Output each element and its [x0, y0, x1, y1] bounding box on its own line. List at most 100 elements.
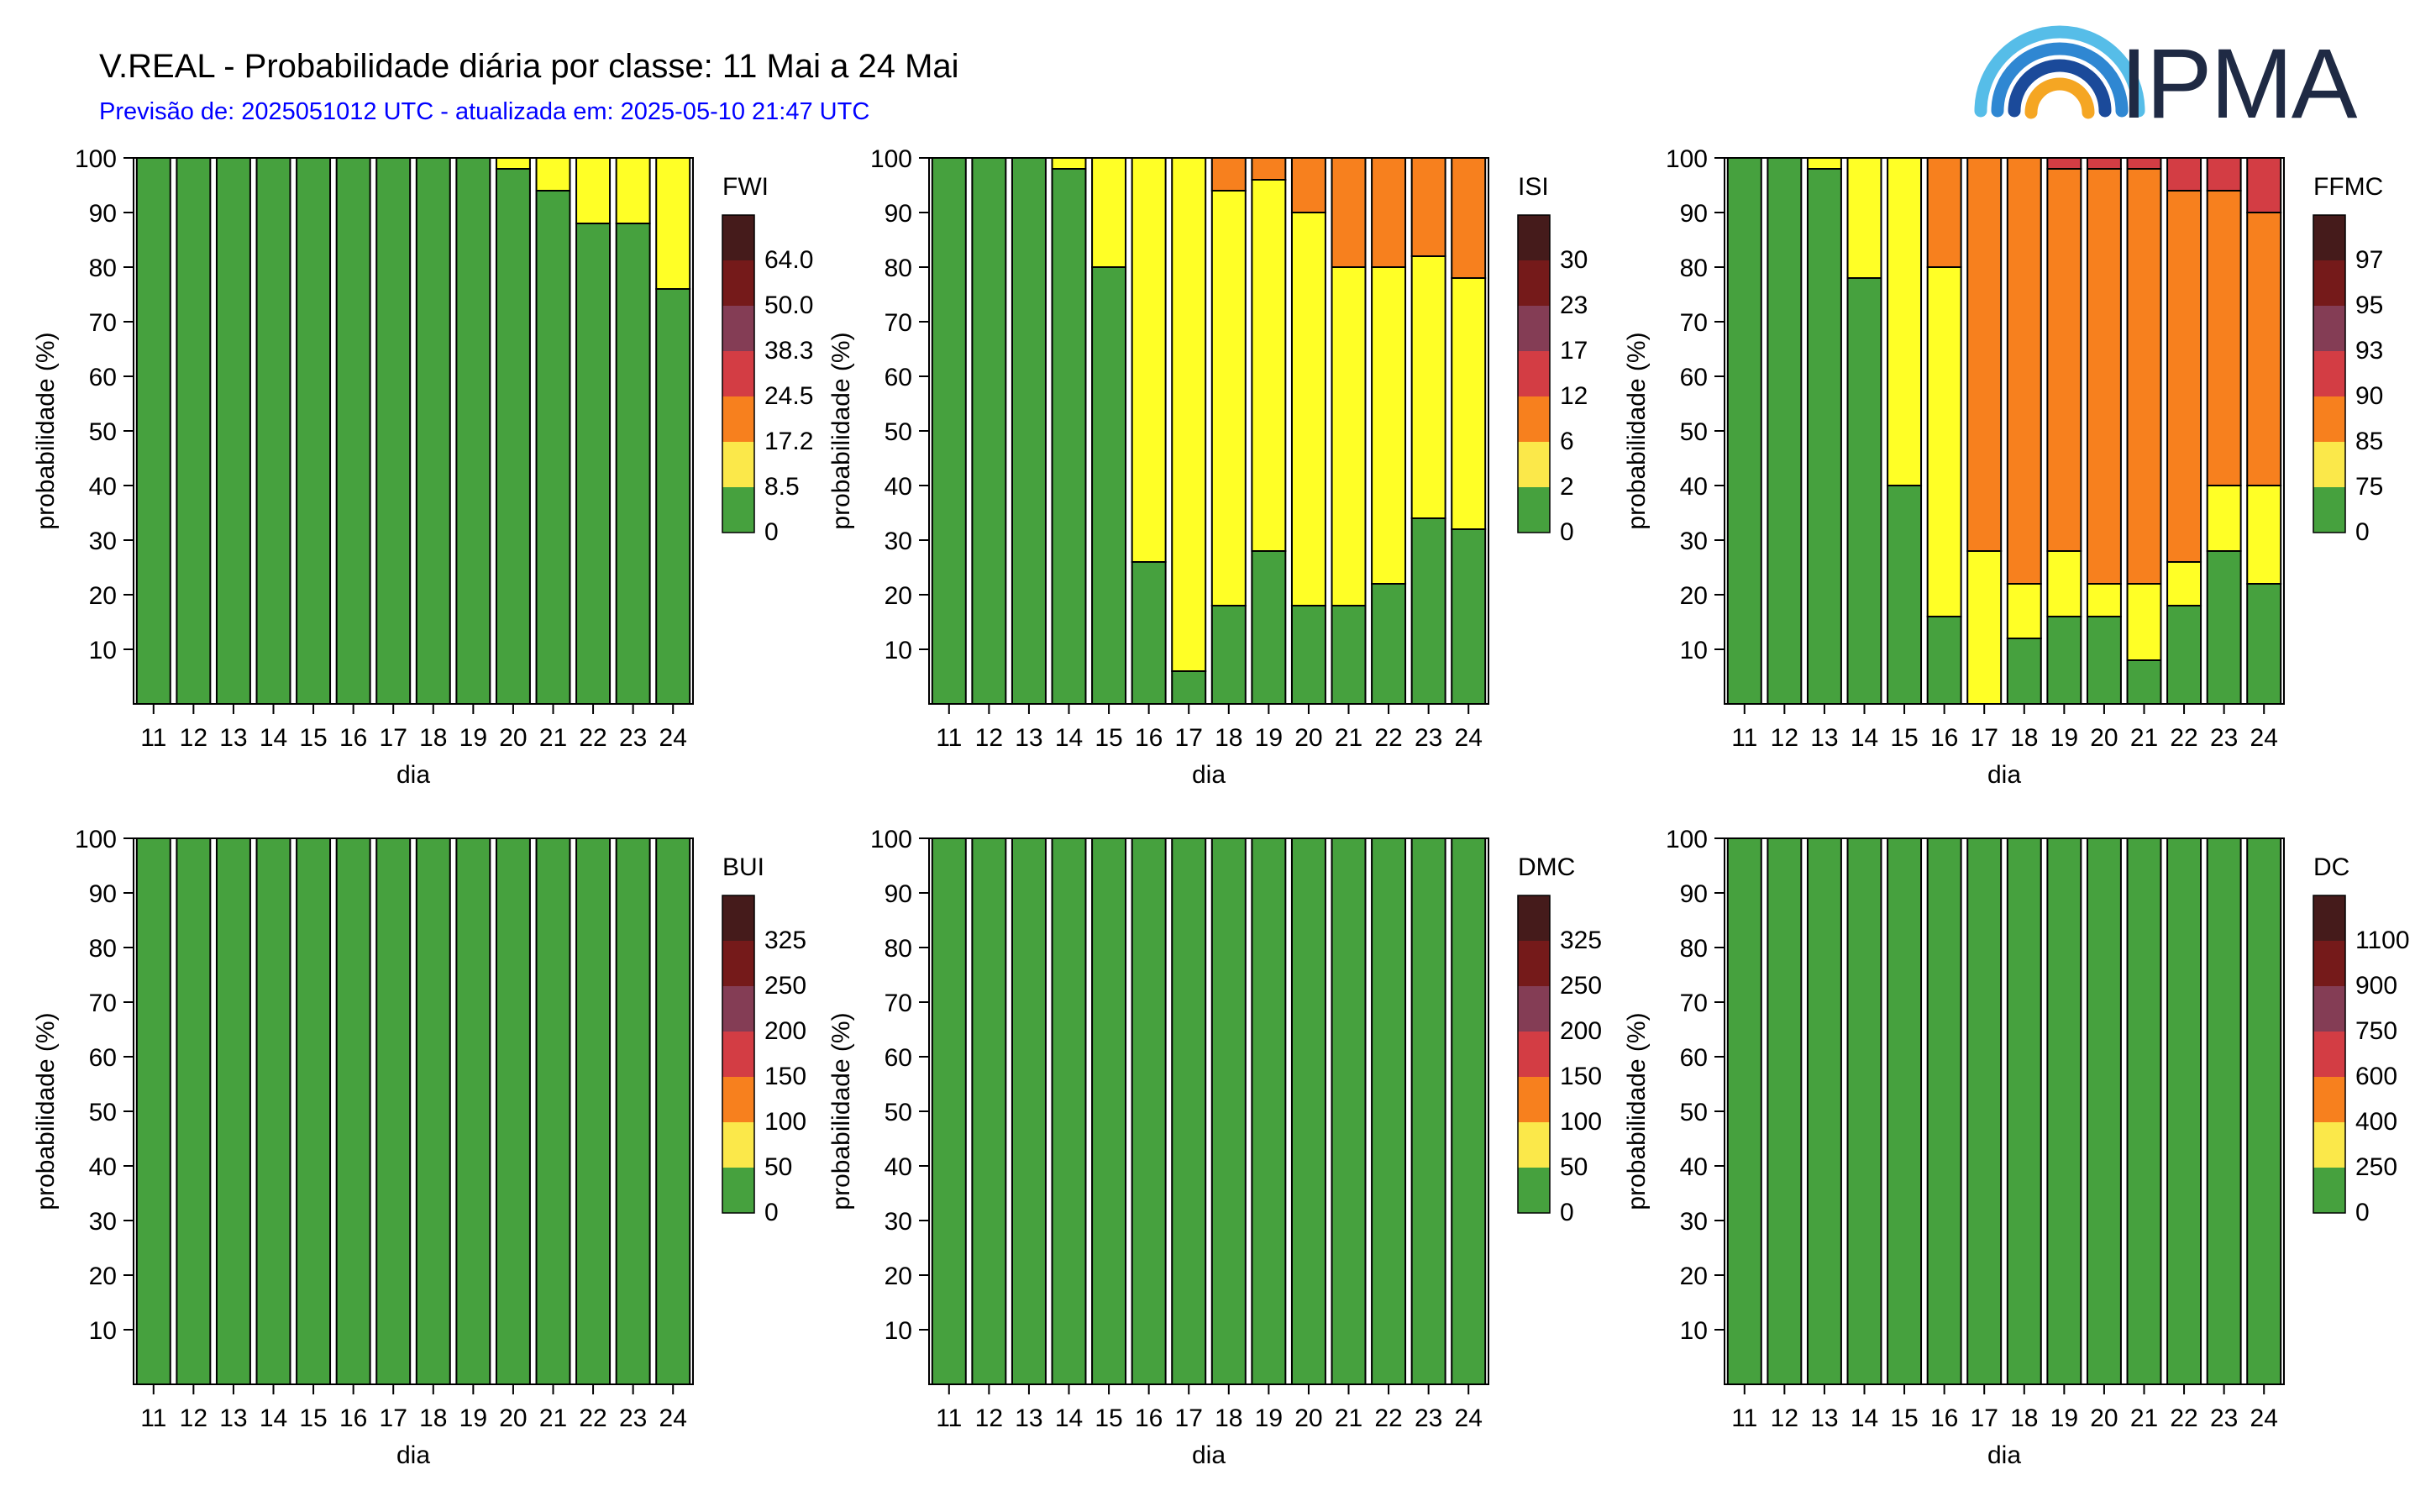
- x-axis-label: dia: [1987, 761, 2021, 789]
- x-tick-label: 19: [2050, 724, 2078, 752]
- bar-dc-11-class-0: [1726, 837, 1762, 1385]
- bar-ffmc-18-class-1: [2006, 583, 2042, 639]
- legend-label: 200: [764, 1017, 806, 1045]
- x-tick-label: 12: [975, 1404, 1003, 1432]
- bar-fwi-24-class-0: [655, 288, 691, 705]
- y-tick-label: 30: [89, 528, 117, 555]
- legend-swatch: [2313, 442, 2345, 487]
- bar-bui-17-class-0: [375, 837, 412, 1385]
- legend-swatch: [722, 1168, 754, 1213]
- bar-ffmc-19-class-3: [2046, 157, 2082, 170]
- y-tick-label: 20: [1680, 582, 1708, 610]
- y-axis-label: probabilidade (%): [32, 1012, 60, 1210]
- bar-isi-11-class-0: [931, 157, 967, 705]
- y-tick-label: 70: [885, 990, 912, 1017]
- y-tick-label: 40: [1680, 473, 1708, 501]
- bar-dmc-14-class-0: [1051, 837, 1087, 1385]
- y-tick-label: 60: [89, 1044, 117, 1072]
- bar-bui-14-class-0: [255, 837, 291, 1385]
- bar-ffmc-18-class-2: [2006, 157, 2042, 585]
- bar-ffmc-23-class-0: [2206, 550, 2242, 705]
- legend-swatch: [1518, 1077, 1550, 1122]
- legend-label: 93: [2355, 337, 2383, 365]
- bar-isi-21-class-0: [1331, 605, 1367, 705]
- bar-dc-23-class-0: [2206, 837, 2242, 1385]
- y-tick-label: 60: [1680, 1044, 1708, 1072]
- y-tick-label: 50: [1680, 1099, 1708, 1126]
- legend-swatch: [722, 941, 754, 986]
- y-tick-label: 70: [885, 309, 912, 337]
- bar-isi-24-class-1: [1451, 277, 1487, 530]
- panel-fwi: 10 20 30 40 50 60 70 80 90 100 11 12 13 14 15 16 17 18 19 2…: [32, 145, 813, 789]
- bar-ffmc-22-class-3: [2166, 157, 2202, 192]
- y-tick-label: 10: [1680, 1317, 1708, 1345]
- bar-ffmc-23-class-1: [2206, 485, 2242, 552]
- legend-label: 85: [2355, 428, 2383, 455]
- bar-fwi-20-class-0: [495, 168, 531, 705]
- x-tick-label: 21: [2130, 1404, 2158, 1432]
- legend-label: 75: [2355, 473, 2383, 501]
- x-tick-label: 19: [459, 724, 487, 752]
- bar-ffmc-16-class-0: [1926, 616, 1962, 705]
- x-tick-label: 12: [1771, 1404, 1798, 1432]
- y-tick-label: 40: [1680, 1153, 1708, 1181]
- bar-dc-16-class-0: [1926, 837, 1962, 1385]
- bar-isi-21-class-2: [1331, 157, 1367, 268]
- x-tick-label: 20: [1294, 724, 1322, 752]
- legend-swatch: [1518, 351, 1550, 396]
- bar-ffmc-13-class-1: [1806, 157, 1842, 170]
- x-tick-label: 11: [1731, 1404, 1757, 1432]
- x-tick-label: 15: [1095, 724, 1122, 752]
- legend-swatch: [2313, 1122, 2345, 1168]
- y-tick-label: 20: [885, 582, 912, 610]
- legend-frame: [722, 214, 755, 533]
- bar-isi-19-class-0: [1251, 550, 1287, 705]
- legend-label: 90: [2355, 382, 2383, 410]
- x-tick-label: 13: [1810, 1404, 1838, 1432]
- legend-swatch: [1518, 260, 1550, 306]
- bar-bui-19-class-0: [455, 837, 491, 1385]
- y-tick-label: 100: [1666, 145, 1708, 173]
- y-tick-label: 100: [1666, 826, 1708, 853]
- x-tick-label: 13: [219, 724, 247, 752]
- x-tick-label: 23: [1415, 724, 1442, 752]
- y-tick-label: 80: [89, 255, 117, 282]
- bar-ffmc-17-class-2: [1966, 157, 2003, 552]
- bar-dc-19-class-0: [2046, 837, 2082, 1385]
- legend-swatch: [1518, 895, 1550, 941]
- legend-frame: [1517, 895, 1551, 1214]
- bar-ffmc-24-class-1: [2246, 485, 2282, 585]
- bar-dc-14-class-0: [1846, 837, 1882, 1385]
- bar-isi-18-class-1: [1210, 190, 1247, 606]
- bar-bui-20-class-0: [495, 837, 531, 1385]
- x-tick-label: 18: [2010, 724, 2038, 752]
- legend-label: 150: [1560, 1063, 1602, 1090]
- bar-isi-23-class-2: [1410, 157, 1446, 257]
- x-tick-label: 20: [499, 1404, 527, 1432]
- bar-fwi-16-class-0: [335, 157, 371, 705]
- legend-swatch: [722, 487, 754, 533]
- bar-isi-23-class-1: [1410, 255, 1446, 519]
- bar-isi-20-class-2: [1290, 157, 1326, 213]
- legend-label: 250: [1560, 972, 1602, 1000]
- legend-label: 250: [2355, 1153, 2397, 1181]
- legend-swatch: [722, 1032, 754, 1077]
- x-tick-label: 12: [1771, 724, 1798, 752]
- x-axis-label: dia: [396, 1441, 430, 1469]
- bar-ffmc-18-class-0: [2006, 638, 2042, 705]
- x-tick-label: 12: [180, 724, 207, 752]
- legend-label: 17: [1560, 337, 1588, 365]
- legend-dmc: DMC 0 50 100 150 200 250 325: [1517, 853, 1602, 1226]
- legend-swatch: [1518, 442, 1550, 487]
- x-tick-label: 20: [1294, 1404, 1322, 1432]
- bar-ffmc-24-class-2: [2246, 212, 2282, 486]
- x-tick-label: 18: [1215, 724, 1242, 752]
- legend-label: 12: [1560, 382, 1588, 410]
- x-tick-label: 17: [1175, 1404, 1203, 1432]
- legend-swatch: [722, 1122, 754, 1168]
- bar-ffmc-16-class-1: [1926, 266, 1962, 617]
- bar-ffmc-22-class-1: [2166, 561, 2202, 606]
- y-tick-label: 60: [885, 1044, 912, 1072]
- bar-ffmc-14-class-0: [1846, 277, 1882, 705]
- legend-swatch: [2313, 351, 2345, 396]
